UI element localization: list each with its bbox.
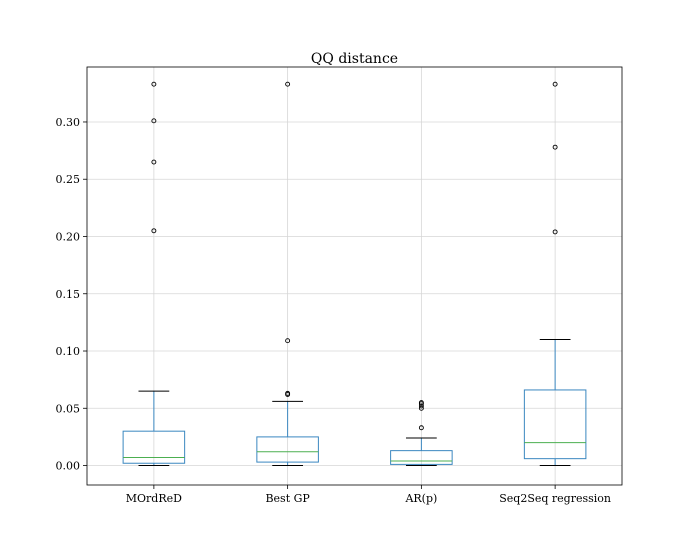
box (523, 389, 587, 460)
outlier-point (418, 425, 424, 431)
box-group (390, 400, 453, 467)
y-axis: 0.00 0.05 0.10 0.15 0.20 0.25 0.30 (56, 116, 87, 473)
box-group (122, 81, 186, 467)
outlier-point (552, 81, 558, 87)
y-tick-label: 0.10 (56, 345, 81, 358)
outlier-point (552, 144, 558, 150)
outlier-point (285, 81, 291, 87)
outlier-point (285, 390, 291, 396)
x-tick-label: Seq2Seq regression (499, 492, 611, 505)
grid-layer (87, 67, 622, 485)
outlier-point (418, 400, 424, 405)
box-group (256, 81, 319, 467)
outlier-point (552, 229, 558, 235)
outlier-point (285, 338, 291, 344)
outlier-point (151, 228, 157, 234)
box (122, 430, 186, 464)
y-tick-label: 0.00 (56, 460, 81, 473)
outlier-point (151, 118, 157, 124)
y-tick-label: 0.20 (56, 230, 81, 243)
outlier-point (151, 159, 157, 165)
y-tick-label: 0.30 (56, 116, 81, 129)
box-group (523, 81, 587, 467)
box (256, 436, 319, 463)
box (390, 450, 453, 465)
x-axis: MOrdReD Best GP AR(p) Seq2Seq regression (126, 485, 611, 505)
outlier-point (418, 405, 424, 411)
x-tick-label: MOrdReD (126, 492, 182, 505)
y-tick-label: 0.25 (56, 173, 81, 186)
y-tick-label: 0.15 (56, 288, 81, 301)
boxes (122, 81, 587, 467)
x-tick-label: Best GP (265, 492, 310, 505)
outlier-point (151, 81, 157, 87)
x-tick-label: AR(p) (404, 492, 437, 505)
y-tick-label: 0.05 (56, 402, 81, 415)
axes-frame (86, 66, 623, 486)
chart-title: QQ distance (311, 51, 398, 67)
outlier-point (418, 403, 424, 409)
